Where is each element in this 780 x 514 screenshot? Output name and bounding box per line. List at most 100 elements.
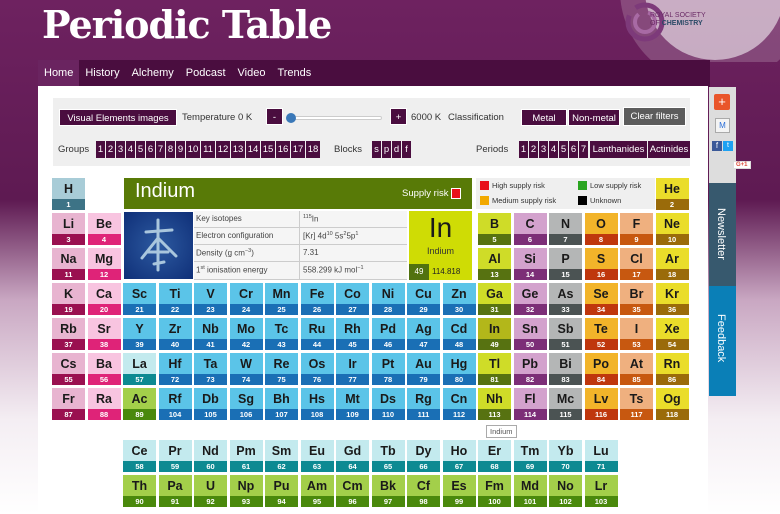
element-Na[interactable]: Na 11 bbox=[52, 248, 85, 280]
element-Pt[interactable]: Pt 78 bbox=[371, 353, 405, 385]
element-Co[interactable]: Co 27 bbox=[336, 283, 369, 315]
element-Mg[interactable]: Mg 12 bbox=[87, 248, 121, 280]
newsletter-tab[interactable]: Newsletter bbox=[709, 183, 736, 286]
element-Mo[interactable]: Mo 42 bbox=[229, 318, 263, 350]
element-Dy[interactable]: Dy 66 bbox=[407, 440, 440, 472]
group-filter-7[interactable]: 7 bbox=[156, 141, 165, 158]
element-Lr[interactable]: Lr 103 bbox=[584, 475, 618, 507]
group-filter-13[interactable]: 13 bbox=[231, 141, 245, 158]
element-Hs[interactable]: Hs 108 bbox=[300, 388, 334, 420]
element-Ce[interactable]: Ce 58 bbox=[123, 440, 156, 472]
element-Cd[interactable]: Cd 48 bbox=[442, 318, 476, 350]
group-filter-6[interactable]: 6 bbox=[146, 141, 155, 158]
element-I[interactable]: I 53 bbox=[620, 318, 653, 350]
group-filter-1[interactable]: 1 bbox=[96, 141, 105, 158]
email-icon[interactable]: M bbox=[715, 118, 730, 133]
element-Cl[interactable]: Cl 17 bbox=[620, 248, 653, 280]
element-Te[interactable]: Te 52 bbox=[584, 318, 618, 350]
element-Se[interactable]: Se 34 bbox=[584, 283, 618, 315]
element-K[interactable]: K 19 bbox=[52, 283, 85, 315]
element-S[interactable]: S 16 bbox=[584, 248, 618, 280]
element-Fe[interactable]: Fe 26 bbox=[300, 283, 334, 315]
element-P[interactable]: P 15 bbox=[549, 248, 582, 280]
element-Po[interactable]: Po 84 bbox=[584, 353, 618, 385]
element-Tc[interactable]: Tc 43 bbox=[265, 318, 298, 350]
element-Cm[interactable]: Cm 96 bbox=[336, 475, 369, 507]
add-share-icon[interactable]: + bbox=[714, 94, 730, 110]
element-Mn[interactable]: Mn 25 bbox=[265, 283, 298, 315]
element-Rb[interactable]: Rb 37 bbox=[52, 318, 85, 350]
element-Rg[interactable]: Rg 111 bbox=[407, 388, 440, 420]
period-filter-1[interactable]: 1 bbox=[519, 141, 528, 158]
element-Pa[interactable]: Pa 91 bbox=[158, 475, 192, 507]
element-Np[interactable]: Np 93 bbox=[229, 475, 263, 507]
rsc-logo[interactable] bbox=[615, 0, 780, 62]
element-Ac[interactable]: Ac 89 bbox=[123, 388, 156, 420]
element-Tb[interactable]: Tb 65 bbox=[371, 440, 405, 472]
period-filter-7[interactable]: 7 bbox=[579, 141, 588, 158]
element-Mc[interactable]: Mc 115 bbox=[549, 388, 582, 420]
element-Ni[interactable]: Ni 28 bbox=[371, 283, 405, 315]
temperature-plus-button[interactable]: + bbox=[390, 108, 407, 125]
element-Er[interactable]: Er 68 bbox=[478, 440, 511, 472]
element-Os[interactable]: Os 76 bbox=[300, 353, 334, 385]
element-Ir[interactable]: Ir 77 bbox=[336, 353, 369, 385]
group-filter-18[interactable]: 18 bbox=[306, 141, 320, 158]
element-Tm[interactable]: Tm 69 bbox=[513, 440, 547, 472]
block-filter-f[interactable]: f bbox=[402, 141, 411, 158]
element-Ca[interactable]: Ca 20 bbox=[87, 283, 121, 315]
element-Nb[interactable]: Nb 41 bbox=[194, 318, 227, 350]
element-Cn[interactable]: Cn 112 bbox=[442, 388, 476, 420]
element-Eu[interactable]: Eu 63 bbox=[300, 440, 334, 472]
group-filter-17[interactable]: 17 bbox=[291, 141, 305, 158]
element-Fr[interactable]: Fr 87 bbox=[52, 388, 85, 420]
element-At[interactable]: At 85 bbox=[620, 353, 653, 385]
element-No[interactable]: No 102 bbox=[549, 475, 582, 507]
element-Yb[interactable]: Yb 70 bbox=[549, 440, 582, 472]
period-filter-2[interactable]: 2 bbox=[529, 141, 538, 158]
element-Cf[interactable]: Cf 98 bbox=[407, 475, 440, 507]
element-V[interactable]: V 23 bbox=[194, 283, 227, 315]
nav-alchemy[interactable]: Alchemy bbox=[131, 67, 174, 79]
period-filter-3[interactable]: 3 bbox=[539, 141, 548, 158]
element-Ho[interactable]: Ho 67 bbox=[442, 440, 476, 472]
element-Ra[interactable]: Ra 88 bbox=[87, 388, 121, 420]
element-Th[interactable]: Th 90 bbox=[123, 475, 156, 507]
element-Sg[interactable]: Sg 106 bbox=[229, 388, 263, 420]
group-filter-15[interactable]: 15 bbox=[261, 141, 275, 158]
group-filter-5[interactable]: 5 bbox=[136, 141, 145, 158]
period-filter-5[interactable]: 5 bbox=[559, 141, 568, 158]
element-Rn[interactable]: Rn 86 bbox=[655, 353, 689, 385]
feedback-tab[interactable]: Feedback bbox=[709, 286, 736, 396]
google-plus-button[interactable]: G+1 bbox=[733, 161, 751, 169]
element-Sb[interactable]: Sb 51 bbox=[549, 318, 582, 350]
temperature-slider[interactable] bbox=[289, 116, 382, 120]
nav-trends[interactable]: Trends bbox=[277, 67, 312, 79]
group-filter-12[interactable]: 12 bbox=[216, 141, 230, 158]
element-Si[interactable]: Si 14 bbox=[513, 248, 547, 280]
element-U[interactable]: U 92 bbox=[194, 475, 227, 507]
element-Ba[interactable]: Ba 56 bbox=[87, 353, 121, 385]
element-Bh[interactable]: Bh 107 bbox=[265, 388, 298, 420]
element-image[interactable] bbox=[124, 212, 193, 279]
block-filter-s[interactable]: s bbox=[372, 141, 381, 158]
element-La[interactable]: La 57 bbox=[123, 353, 156, 385]
metal-filter-button[interactable]: Metal bbox=[521, 109, 567, 126]
element-Cu[interactable]: Cu 29 bbox=[407, 283, 440, 315]
block-filter-d[interactable]: d bbox=[392, 141, 401, 158]
element-Cr[interactable]: Cr 24 bbox=[229, 283, 263, 315]
element-Sn[interactable]: Sn 50 bbox=[513, 318, 547, 350]
element-He[interactable]: He 2 bbox=[655, 178, 689, 210]
element-Pb[interactable]: Pb 82 bbox=[513, 353, 547, 385]
period-filter-6[interactable]: 6 bbox=[569, 141, 578, 158]
element-Rf[interactable]: Rf 104 bbox=[158, 388, 192, 420]
element-Hg[interactable]: Hg 80 bbox=[442, 353, 476, 385]
element-Ne[interactable]: Ne 10 bbox=[655, 213, 689, 245]
element-As[interactable]: As 33 bbox=[549, 283, 582, 315]
element-Ge[interactable]: Ge 32 bbox=[513, 283, 547, 315]
element-Ag[interactable]: Ag 47 bbox=[407, 318, 440, 350]
nav-history[interactable]: History bbox=[85, 67, 120, 79]
